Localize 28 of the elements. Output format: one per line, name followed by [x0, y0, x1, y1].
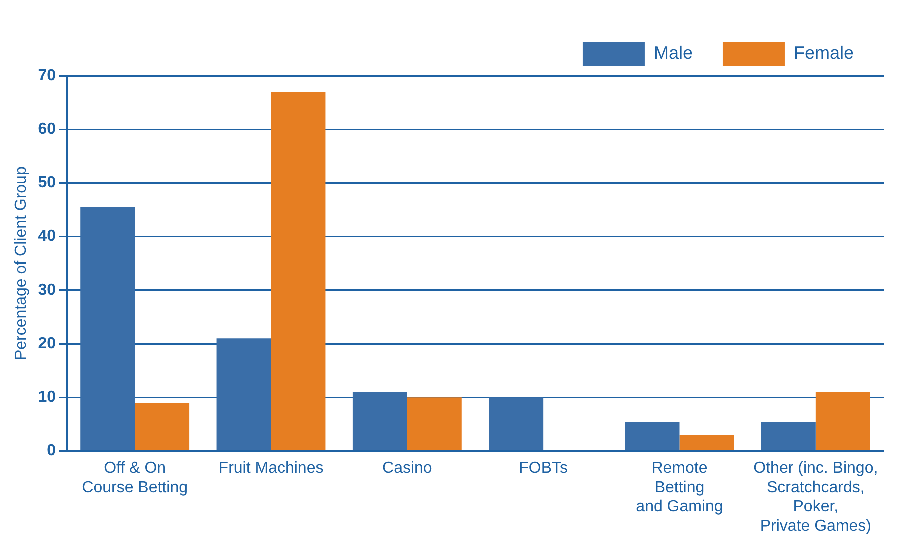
legend-label: Male — [654, 42, 693, 63]
x-tick-label: Remote Betting and Gaming — [636, 460, 724, 516]
bar — [489, 398, 544, 450]
y-tick-label: 70 — [38, 67, 56, 84]
y-tick-label: 60 — [38, 121, 56, 138]
x-tick-label: Off & On Course Betting — [82, 460, 188, 496]
x-tick-label: Casino — [382, 460, 432, 478]
y-tick-label: 10 — [38, 389, 56, 406]
y-tick-label: 20 — [38, 335, 56, 352]
bar — [407, 398, 462, 450]
y-tick-label: 40 — [38, 228, 56, 246]
y-tick-label: 30 — [38, 282, 56, 299]
y-tick-label: 50 — [38, 174, 56, 192]
x-tick-label: FOBTs — [519, 460, 568, 478]
bar — [271, 92, 326, 450]
y-axis-title: Percentage of Client Group — [13, 166, 30, 361]
bar — [216, 338, 272, 450]
bar — [352, 392, 408, 450]
legend-label: Female — [794, 42, 854, 63]
x-tick-label: Other (inc. Bingo, Scratchcards, Poker, Private Games) — [754, 460, 878, 535]
x-tick-label: Fruit Machines — [218, 460, 324, 478]
bar — [761, 422, 816, 450]
bar — [816, 392, 870, 450]
bar — [680, 435, 734, 450]
bar — [625, 422, 680, 450]
y-tick-label: 0 — [47, 442, 56, 460]
bar — [135, 402, 190, 450]
bar — [80, 207, 136, 450]
